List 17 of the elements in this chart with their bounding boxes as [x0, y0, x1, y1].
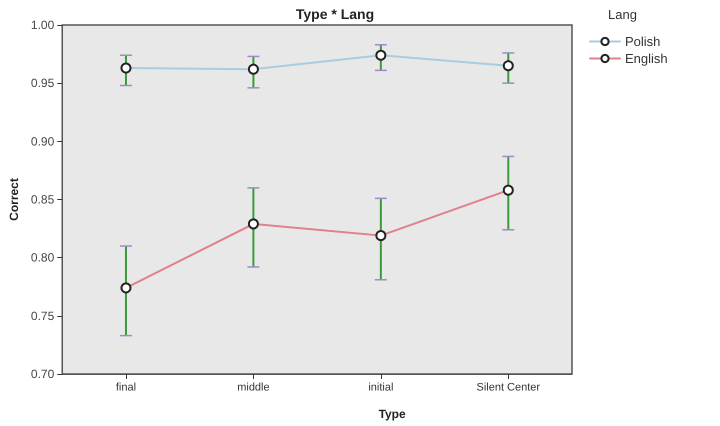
chart-title: Type * Lang — [296, 6, 374, 22]
x-tick-label: final — [116, 382, 136, 394]
y-tick-label: 0.70 — [30, 367, 55, 381]
x-axis-title: Type — [378, 407, 406, 421]
x-tick-label: initial — [368, 382, 394, 394]
y-tick-label: 0.95 — [30, 76, 55, 90]
legend-title: Lang — [608, 7, 637, 22]
y-axis-title: Correct — [7, 178, 21, 221]
legend-label: English — [625, 51, 668, 66]
x-tick-label: Silent Center — [476, 382, 540, 394]
y-tick-label: 0.90 — [30, 134, 55, 148]
legend-label: Polish — [625, 34, 660, 49]
y-tick-label: 1.00 — [30, 18, 55, 32]
y-tick-label: 0.80 — [30, 250, 55, 265]
y-tick-label: 0.75 — [30, 308, 55, 323]
x-tick-label: middle — [237, 382, 270, 394]
y-tick-label: 0.85 — [30, 192, 55, 206]
